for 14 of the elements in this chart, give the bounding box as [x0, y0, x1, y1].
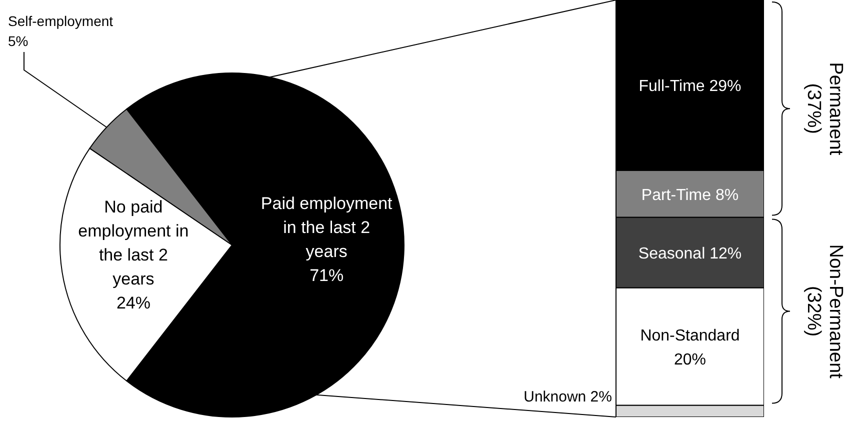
slice-label: Paid employment in the last 2 years: [260, 194, 393, 261]
data-label: 5%: [8, 33, 28, 49]
data-label: 24%: [116, 294, 150, 313]
series-label: Non-Standard: [640, 328, 740, 345]
slice-label: No paid employment in the last 2 years: [78, 198, 189, 289]
text: Permanent (37%): [803, 62, 846, 156]
data-label: 71%: [310, 266, 344, 285]
text: Part-Time 8%: [641, 186, 739, 204]
slice-label: Self-employment: [8, 13, 114, 29]
text: Seasonal 12%: [638, 246, 742, 263]
text: Non-Permanent (32%): [803, 244, 846, 380]
text: Full-Time 29%: [638, 78, 742, 96]
data-label: 20%: [674, 352, 706, 369]
text: Unknown 2%: [524, 388, 612, 406]
